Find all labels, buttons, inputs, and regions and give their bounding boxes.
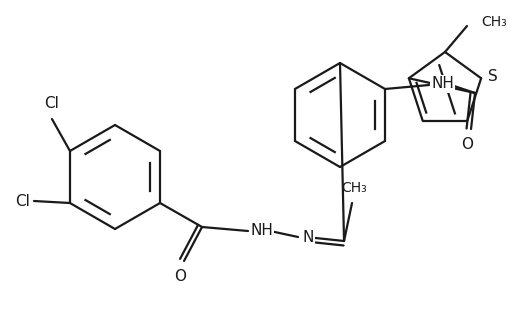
Text: O: O: [461, 137, 473, 152]
Text: NH: NH: [431, 76, 454, 92]
Text: CH₃: CH₃: [481, 15, 507, 29]
Text: S: S: [488, 69, 498, 84]
Text: NH: NH: [250, 223, 273, 238]
Text: N: N: [302, 229, 313, 244]
Text: Cl: Cl: [15, 193, 30, 209]
Text: O: O: [174, 269, 186, 284]
Text: Cl: Cl: [45, 96, 60, 111]
Text: CH₃: CH₃: [341, 181, 367, 195]
